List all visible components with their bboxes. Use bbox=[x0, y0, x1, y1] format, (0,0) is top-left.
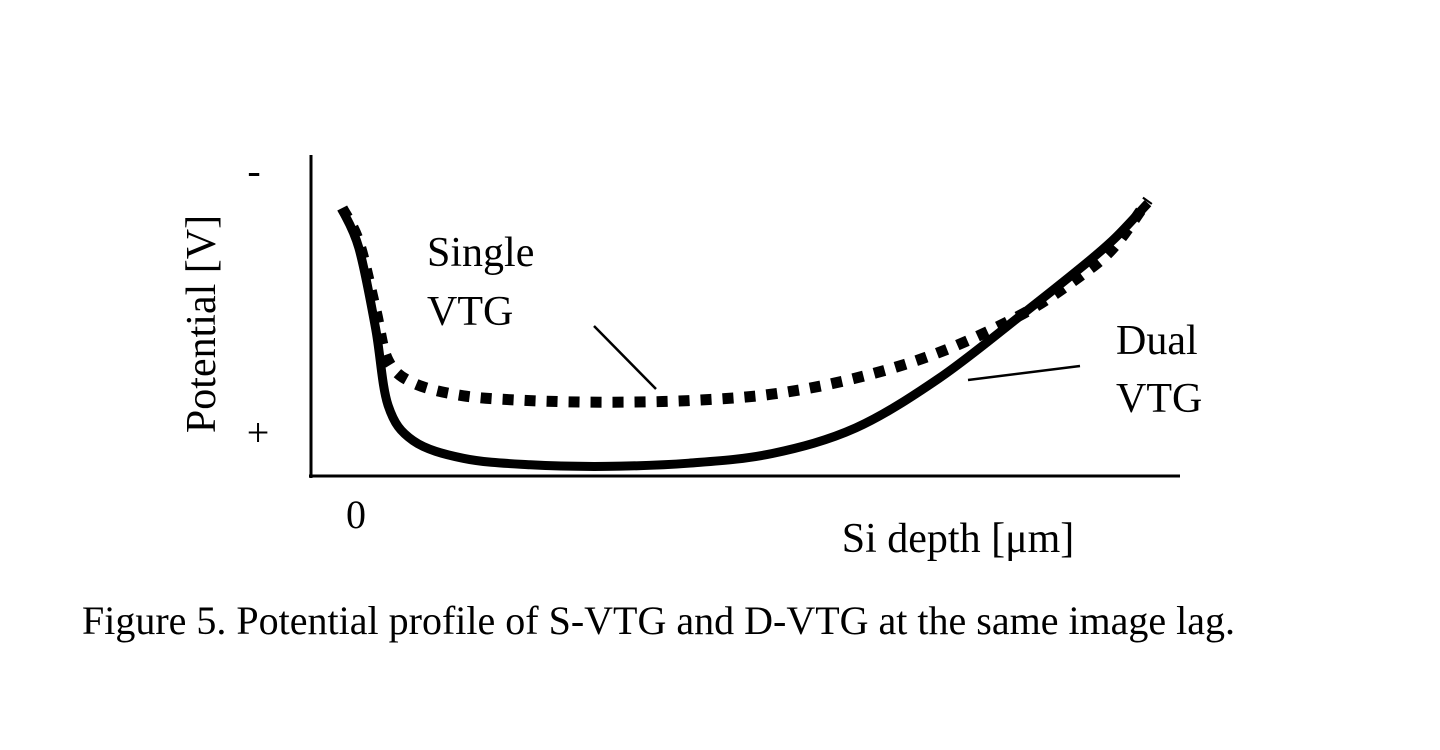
x-tick-label-zero: 0 bbox=[346, 492, 366, 537]
single-vtg-label-line1: Single bbox=[427, 230, 534, 276]
series-line-dual-vtg bbox=[338, 200, 1152, 471]
single-vtg-label-line2: VTG bbox=[427, 289, 513, 335]
dual-vtg-leader-line bbox=[967, 364, 1081, 382]
x-axis-label: Si depth [μm] bbox=[842, 516, 1075, 562]
y-axis-label: Potential [V] bbox=[179, 215, 225, 433]
chart-texts: - + 0 Potential [V] Si depth [μm] Single… bbox=[179, 148, 1202, 562]
potential-profile-chart: - + 0 Potential [V] Si depth [μm] Single… bbox=[179, 148, 1202, 562]
figure-caption: Figure 5. Potential profile of S-VTG and… bbox=[82, 598, 1236, 643]
dual-vtg-label-line2: VTG bbox=[1116, 376, 1202, 422]
y-tick-label-bottom: + bbox=[247, 410, 270, 455]
annotation-leaders bbox=[593, 325, 1081, 390]
series-layer bbox=[337, 196, 1153, 471]
chart-canvas: - + 0 Potential [V] Si depth [μm] Single… bbox=[179, 148, 1202, 562]
dual-vtg-label-line1: Dual bbox=[1116, 318, 1198, 364]
y-tick-label-top: - bbox=[247, 148, 260, 193]
axes bbox=[309, 155, 1180, 478]
single-vtg-leader-line bbox=[593, 325, 657, 390]
